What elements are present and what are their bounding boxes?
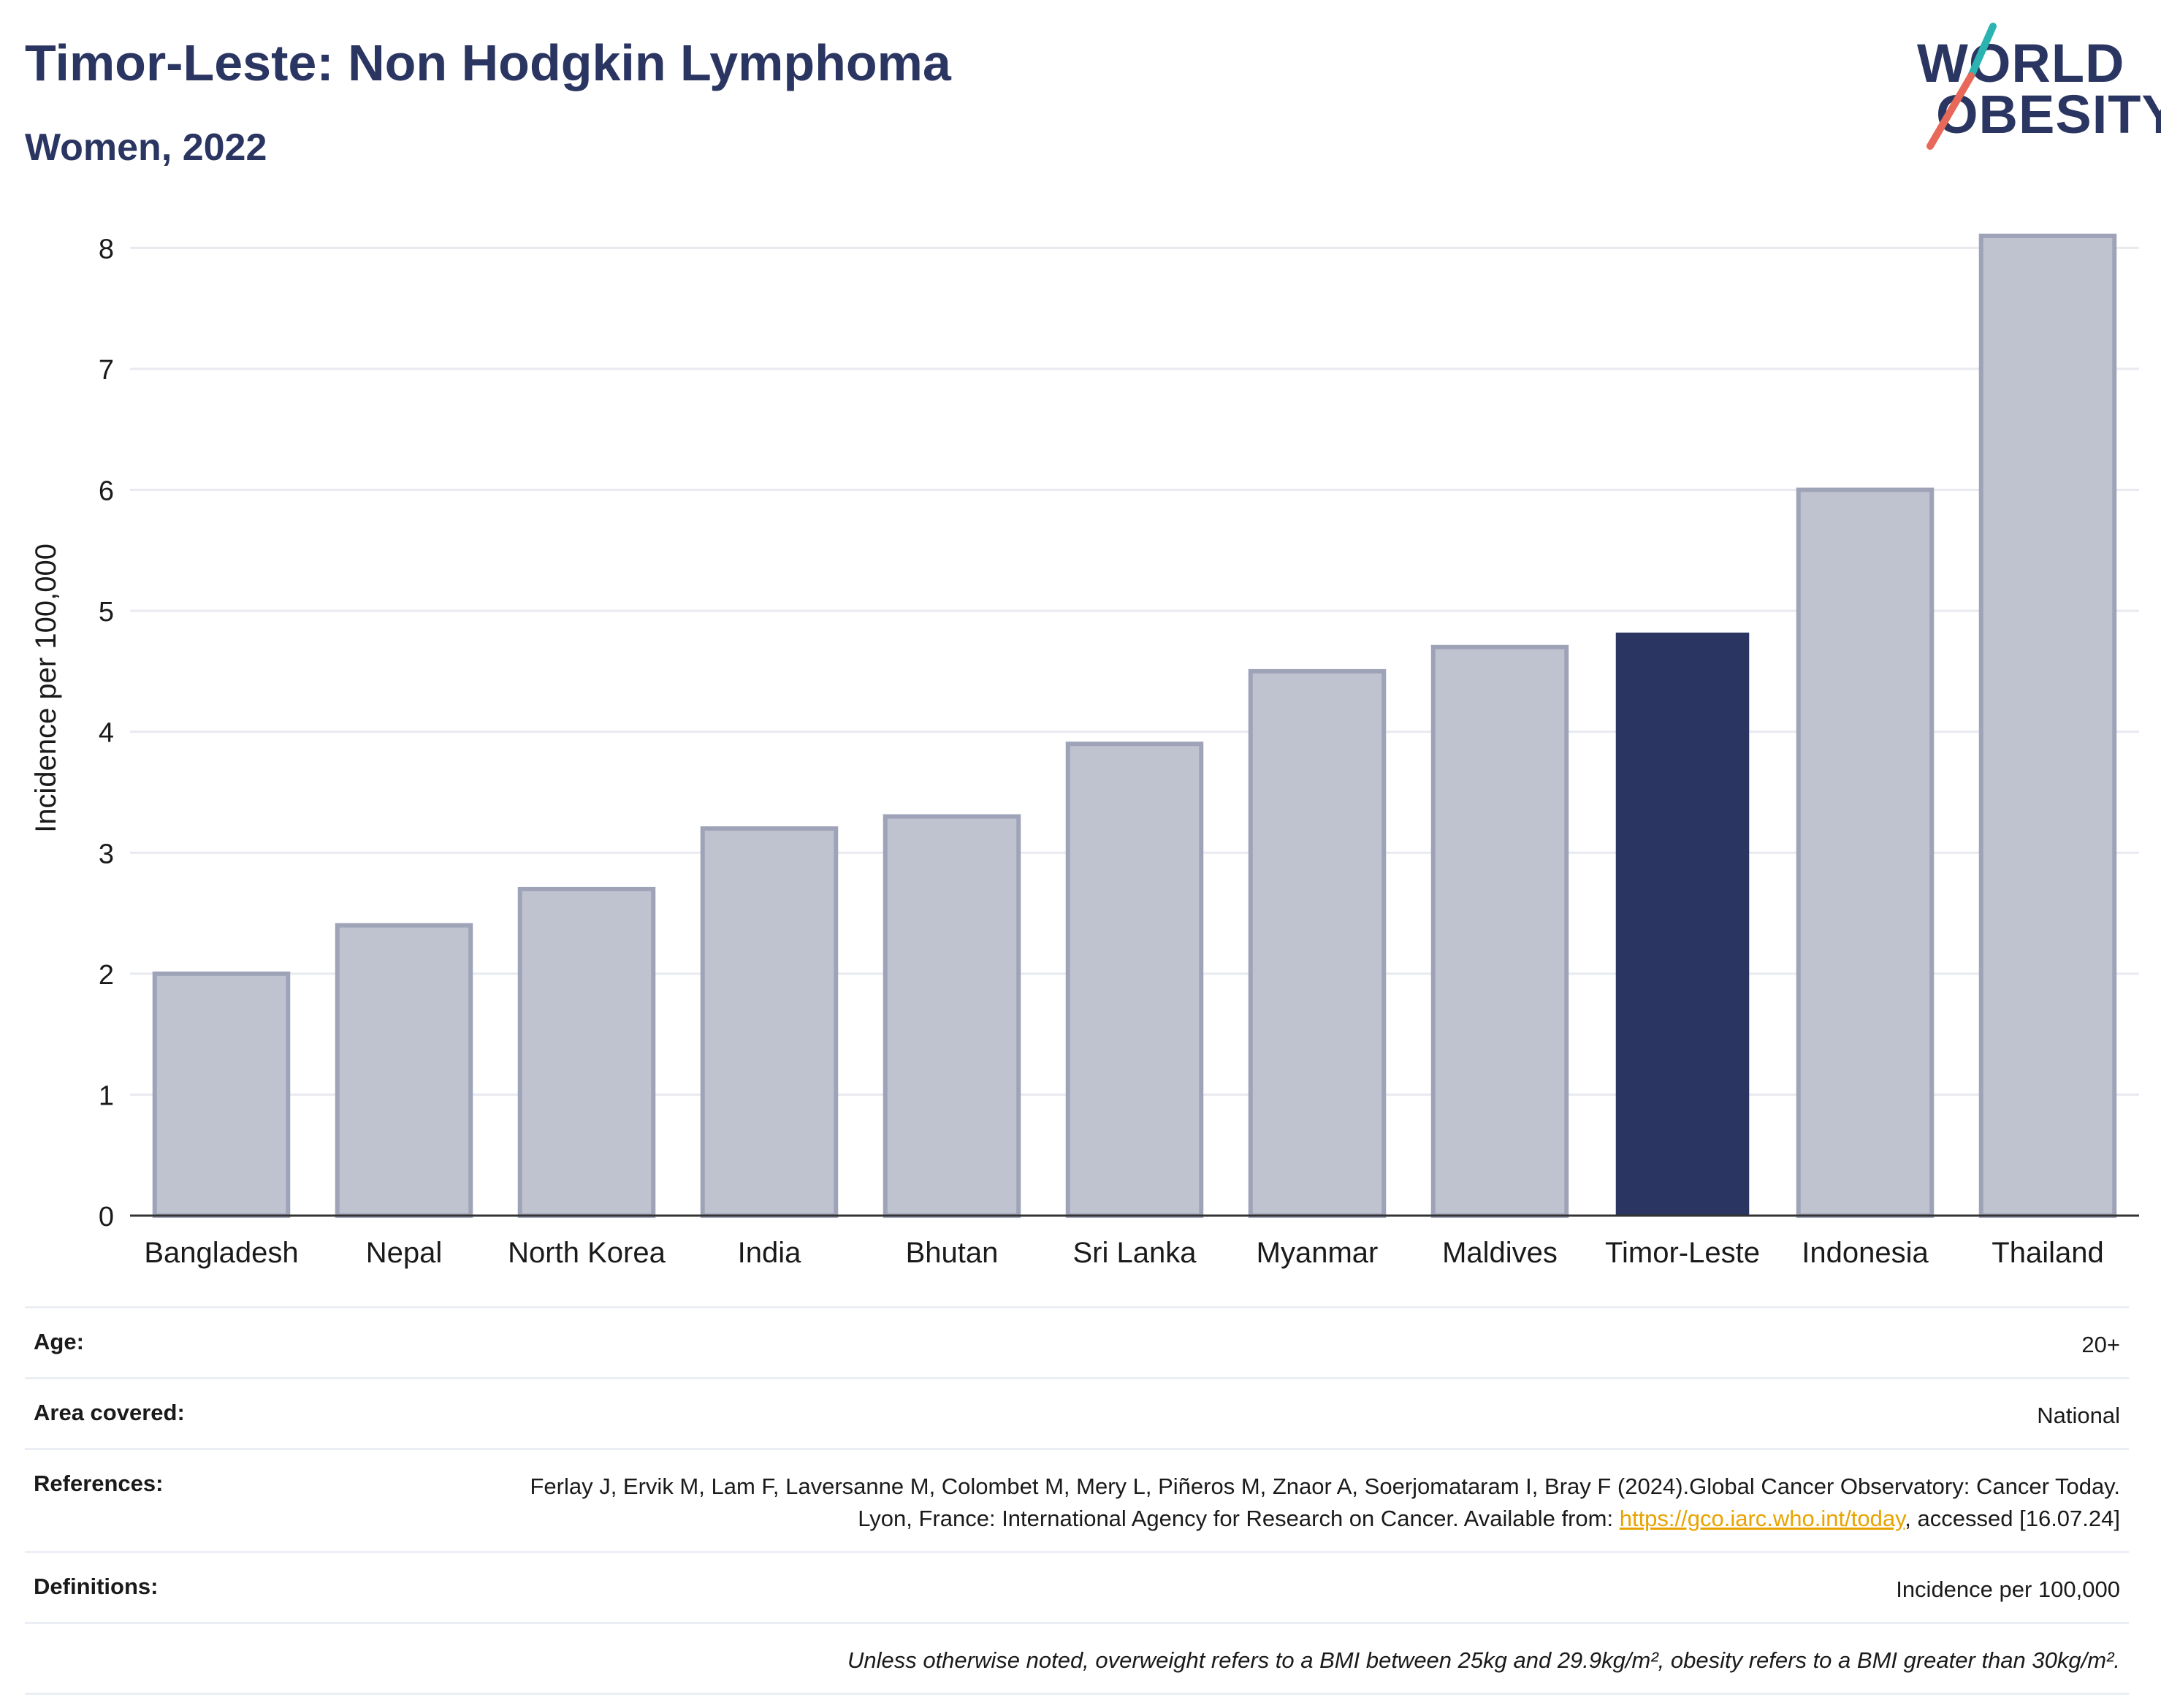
bar-nepal: [335, 923, 473, 1218]
references-text: Ferlay J, Ervik M, Lam F, Laversanne M, …: [530, 1473, 2120, 1531]
metadata-table: Age: 20+ Area covered: National Referenc…: [25, 1306, 2129, 1695]
bar-india: [700, 826, 839, 1218]
logo-slash-icon: [1926, 23, 1997, 150]
meta-value-references: Ferlay J, Ervik M, Lam F, Laversanne M, …: [513, 1471, 2120, 1535]
y-tick-label: 0: [99, 1202, 114, 1232]
bar-myanmar: [1248, 668, 1387, 1218]
bar-north-korea: [517, 886, 656, 1218]
y-tick-label: 8: [99, 234, 114, 264]
x-tick-label: Nepal: [366, 1237, 443, 1269]
logo-line-2: OBESITY: [1936, 84, 2161, 145]
x-tick-label: Sri Lanka: [1073, 1237, 1197, 1269]
bar-thailand: [1978, 233, 2117, 1219]
references-link[interactable]: https://gco.iarc.who.int/today: [1619, 1506, 1905, 1531]
meta-value-definitions: Incidence per 100,000: [1896, 1577, 2120, 1602]
meta-value-area: National: [2037, 1403, 2120, 1428]
y-tick-label: 3: [99, 839, 114, 869]
page-title: Timor-Leste: Non Hodgkin Lymphoma: [25, 34, 951, 91]
bar-chart: 0 1 2 3 4 5 6 7 8 Incidence per 100,000 Bangladesh…: [30, 233, 2139, 1269]
meta-row-definitions: Definitions: Incidence per 100,000: [25, 1551, 2129, 1622]
references-accessed: , accessed [16.07.24]: [1905, 1506, 2120, 1531]
bar-bhutan: [883, 814, 1021, 1218]
bar-sri-lanka: [1065, 741, 1204, 1218]
y-tick-label: 5: [99, 597, 114, 628]
y-tick-label: 6: [99, 476, 114, 507]
x-tick-label: Thailand: [1992, 1237, 2103, 1269]
x-tick-label: Myanmar: [1257, 1237, 1379, 1269]
x-tick-label: Maldives: [1442, 1237, 1558, 1269]
bmi-definition-note: Unless otherwise noted, overweight refer…: [847, 1647, 2120, 1673]
x-tick-label: India: [738, 1237, 801, 1269]
x-tick-label: Indonesia: [1802, 1237, 1929, 1269]
y-tick-label: 1: [99, 1080, 114, 1111]
y-axis-label: Incidence per 100,000: [30, 544, 62, 833]
x-tick-label: Bangladesh: [144, 1237, 298, 1269]
x-tick-label: Timor-Leste: [1605, 1237, 1760, 1269]
world-obesity-logo: WORLD OBESITY: [1899, 20, 2161, 159]
y-tick-label: 4: [99, 718, 114, 749]
meta-label-references: References:: [34, 1471, 164, 1496]
meta-label-definitions: Definitions:: [34, 1574, 159, 1599]
meta-row-age: Age: 20+: [25, 1306, 2129, 1377]
meta-row-references: References: Ferlay J, Ervik M, Lam F, La…: [25, 1448, 2129, 1551]
meta-value-age: 20+: [2081, 1332, 2120, 1357]
x-tick-label: North Korea: [508, 1237, 666, 1269]
bar-indonesia: [1796, 487, 1935, 1218]
x-tick-label: Bhutan: [906, 1237, 999, 1269]
bar-maldives: [1430, 644, 1569, 1218]
y-tick-label: 7: [99, 355, 114, 386]
bar-timor-leste: [1615, 632, 1750, 1216]
page-subtitle: Women, 2022: [25, 126, 267, 169]
logo-line-1: WORLD: [1917, 33, 2125, 94]
meta-row-note: Unless otherwise noted, overweight refer…: [25, 1622, 2129, 1695]
bar-bangladesh: [152, 971, 291, 1218]
meta-label-age: Age:: [34, 1329, 84, 1354]
y-tick-label: 2: [99, 960, 114, 991]
meta-row-area: Area covered: National: [25, 1377, 2129, 1448]
meta-label-area: Area covered:: [34, 1400, 185, 1425]
